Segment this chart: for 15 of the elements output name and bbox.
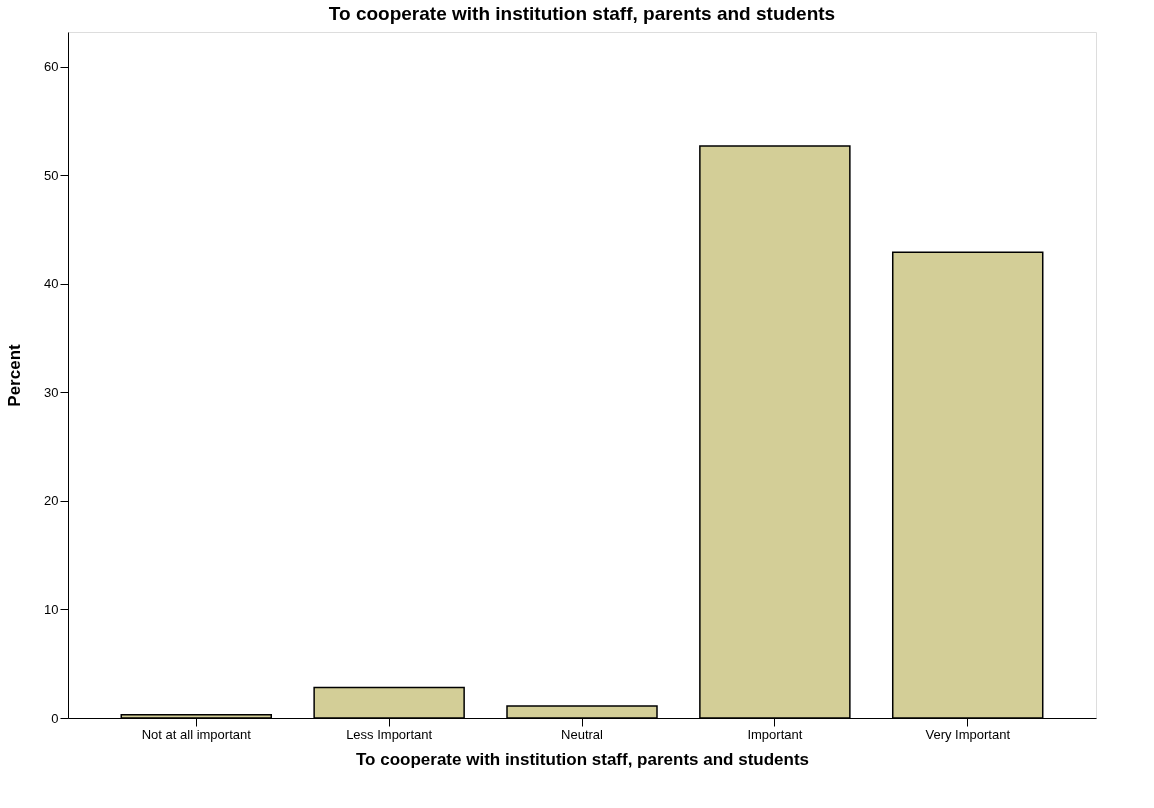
y-tick-label: 10 (44, 601, 59, 617)
y-tick-label: 40 (44, 276, 59, 292)
y-tick-label: 60 (44, 59, 59, 75)
x-axis-title: To cooperate with institution staff, parents and students (355, 749, 810, 769)
chart-title: To cooperate with institution staff, parents and students (328, 3, 836, 24)
y-tick-label: 0 (51, 710, 59, 726)
y-tick-label: 20 (44, 493, 59, 509)
x-tick-label: Neutral (561, 726, 604, 742)
x-tick-label: Less Important (346, 726, 433, 742)
x-tick-label: Important (747, 726, 803, 742)
y-axis-title: Percent (5, 343, 25, 407)
x-tick-label: Not at all important (141, 726, 252, 742)
y-tick-label: 30 (44, 384, 59, 400)
y-tick-label: 50 (44, 167, 59, 183)
x-tick-label: Very Important (925, 726, 1011, 742)
